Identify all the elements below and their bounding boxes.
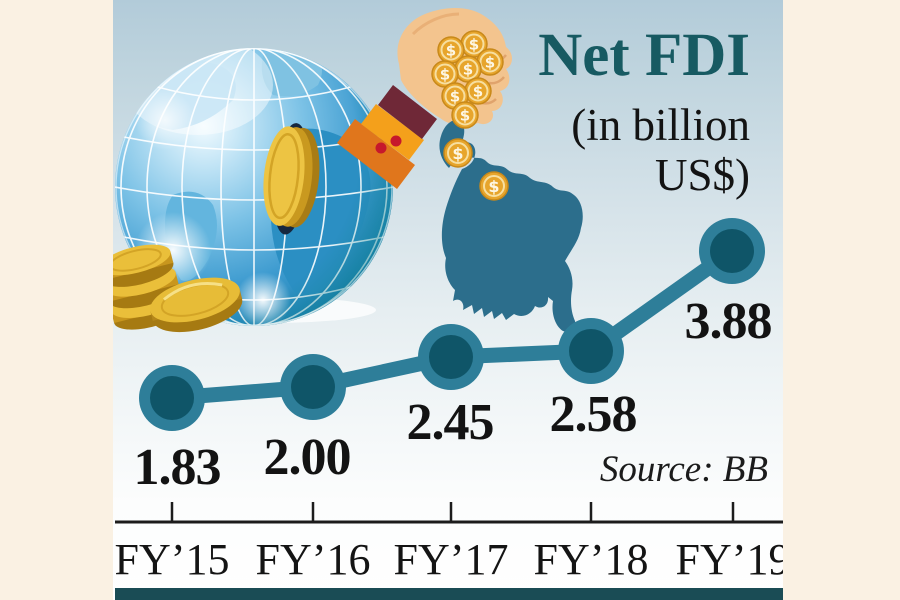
dollar-coin-icon: $ (476, 48, 504, 76)
dollar-coin-icon: $ (464, 77, 492, 105)
x-tick-label-fy19: FY’19 (675, 535, 783, 584)
falling-dollar-coin-icon: $ (479, 171, 509, 201)
leaning-coin-icon (150, 277, 243, 333)
coin-cluster: $ $ $ $ (431, 30, 504, 129)
svg-text:$: $ (485, 54, 495, 72)
svg-text:$: $ (446, 42, 456, 60)
dollar-coin-icon: $ (451, 101, 479, 129)
data-point-fy15 (139, 365, 205, 431)
x-tick-label-fy18: FY’18 (533, 535, 649, 584)
value-label-fy15: 1.83 (133, 439, 222, 496)
chart-title: Net FDI (538, 22, 750, 89)
data-point-fy16 (280, 354, 346, 420)
svg-text:$: $ (469, 36, 479, 54)
svg-text:$: $ (452, 144, 463, 163)
dollar-coin-icon: $ (454, 55, 482, 83)
footer-bar (115, 588, 783, 600)
x-tick-label-fy15: FY’15 (114, 535, 230, 584)
coin-slot-icon (263, 123, 320, 235)
svg-text:$: $ (460, 107, 470, 125)
data-point-fy18 (558, 318, 624, 384)
sleeve-dot (375, 142, 387, 154)
value-label-fy18: 2.58 (549, 386, 638, 443)
sleeve-bright-band (361, 104, 424, 160)
svg-text:$: $ (463, 61, 473, 79)
svg-text:$: $ (473, 83, 483, 101)
sleeve-cuff-maroon (378, 85, 437, 139)
sleeve-forearm (337, 119, 415, 189)
x-tick-label-fy16: FY’16 (255, 535, 371, 584)
infographic-artwork: $ $ $ $ (113, 8, 783, 600)
chart-subtitle-line1: (in billion (571, 100, 750, 150)
svg-text:$: $ (488, 177, 499, 196)
svg-text:$: $ (440, 66, 450, 84)
value-label-fy19: 3.88 (684, 293, 773, 350)
dollar-coins-group: $ $ $ $ (431, 30, 509, 201)
value-label-fy17: 2.45 (406, 394, 495, 451)
fdi-line-series (139, 218, 765, 431)
data-point-fy19 (699, 218, 765, 284)
chart-title-block: Net FDI (in billion US$) (538, 22, 750, 201)
coin-stack-icon (113, 244, 243, 333)
x-tick-label-fy17: FY’17 (393, 535, 509, 584)
sleeve-dot (390, 135, 402, 147)
x-axis (115, 502, 783, 524)
source-credit: Source: BB (599, 449, 768, 490)
chart-subtitle-line2: US$) (654, 150, 750, 200)
globe-icon (115, 48, 393, 328)
fdi-infographic-panel: $ $ $ $ (113, 0, 783, 600)
svg-text:$: $ (450, 88, 460, 106)
value-label-fy16: 2.00 (263, 429, 352, 486)
falling-dollar-coin-icon: $ (443, 138, 473, 168)
bangladesh-map-icon (439, 119, 583, 332)
data-point-fy17 (418, 324, 484, 390)
